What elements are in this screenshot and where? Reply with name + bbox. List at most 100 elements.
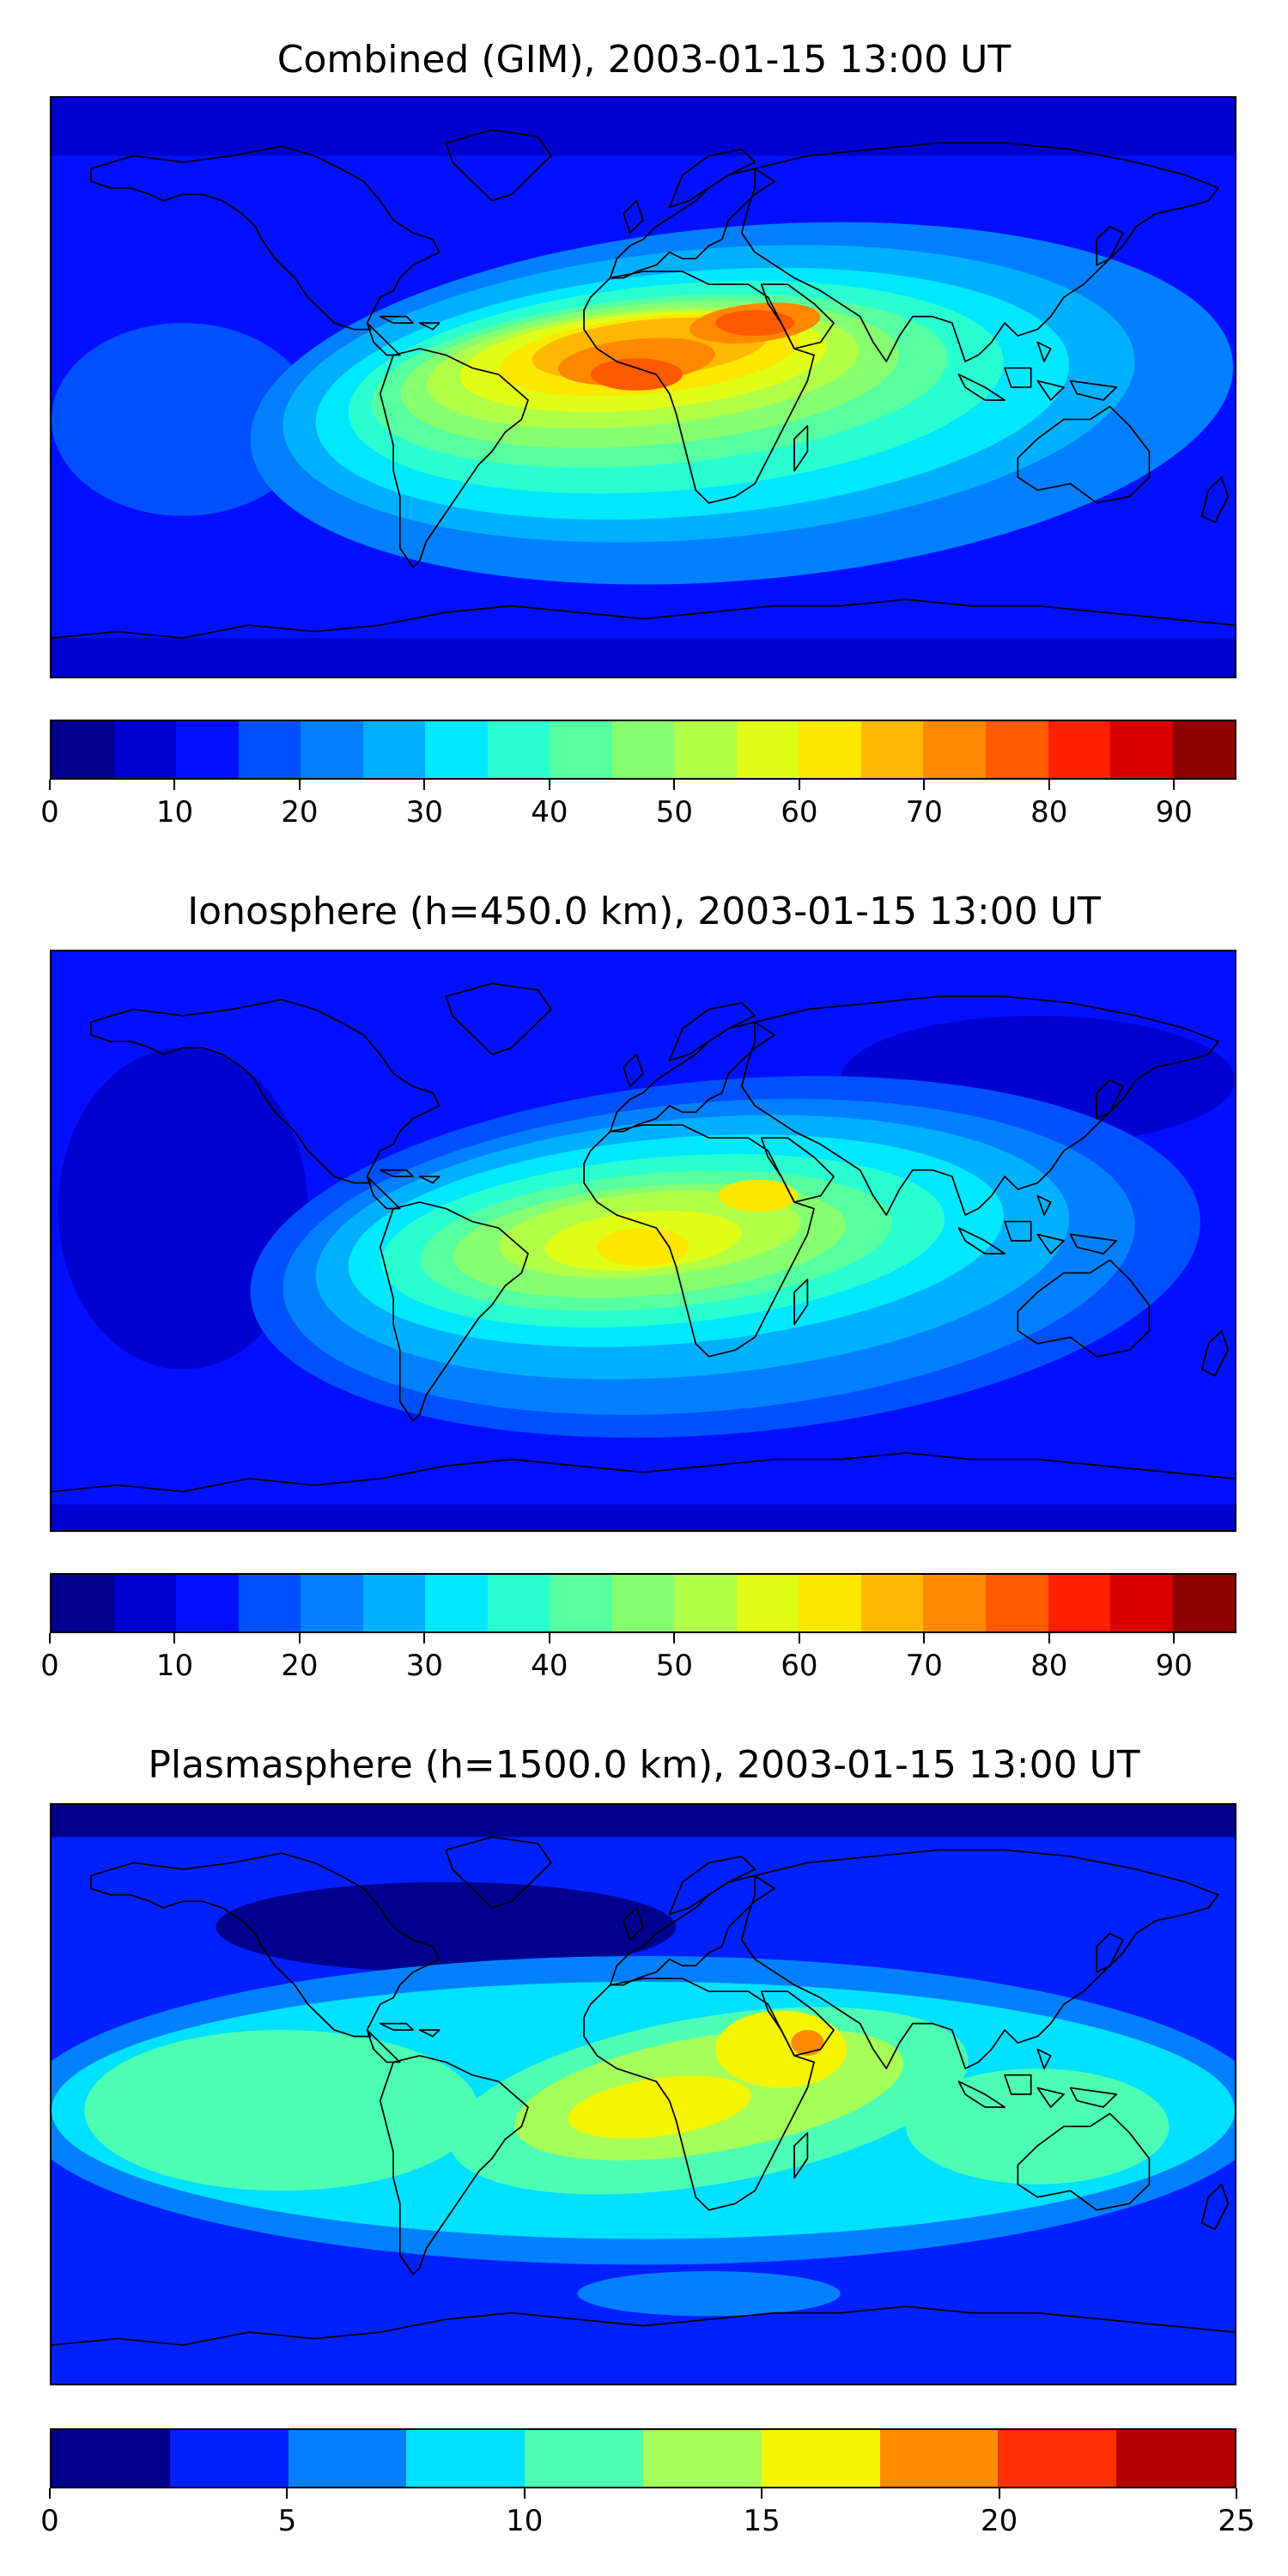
map-plasmasphere bbox=[50, 1803, 1236, 2385]
colorbar-bin bbox=[860, 1575, 924, 1631]
colorbar-bin bbox=[985, 1575, 1048, 1631]
tec-contour-band bbox=[590, 358, 683, 391]
colorbar-bin bbox=[487, 721, 550, 778]
tec-contour-band bbox=[84, 2030, 479, 2191]
tec-contour-band bbox=[906, 2069, 1170, 2184]
colorbar-plasmasphere bbox=[50, 2428, 1236, 2488]
colorbar-bin bbox=[642, 2430, 762, 2487]
tec-contour-map-combined bbox=[52, 98, 1235, 677]
colorbar-tick-label: 60 bbox=[781, 1649, 818, 1683]
colorbar-tick-label: 50 bbox=[655, 795, 693, 829]
colorbar-tick-label: 70 bbox=[905, 795, 943, 829]
colorbar-tick-label: 90 bbox=[1155, 795, 1193, 829]
tec-contour-band bbox=[719, 1179, 798, 1212]
colorbar-bin bbox=[113, 1575, 177, 1631]
tec-contour-band bbox=[597, 1228, 690, 1267]
colorbar-tick-label: 50 bbox=[655, 1649, 693, 1683]
colorbar-bin bbox=[238, 1575, 301, 1631]
colorbar-bin bbox=[736, 1575, 799, 1631]
colorbar-tick-label: 20 bbox=[281, 1649, 319, 1683]
colorbar-tick-label: 0 bbox=[40, 2504, 59, 2538]
colorbar-bin bbox=[406, 2430, 526, 2487]
tec-contour-band bbox=[52, 1504, 1235, 1530]
colorbar-tick-label: 80 bbox=[1030, 795, 1068, 829]
colorbar-bin bbox=[301, 721, 363, 778]
tec-contour-band bbox=[216, 1881, 677, 1972]
tec-contour-band bbox=[52, 323, 315, 516]
colorbar-bin bbox=[113, 721, 177, 778]
colorbar-bin bbox=[761, 2430, 880, 2487]
colorbar-tick-label: 0 bbox=[40, 795, 59, 829]
colorbar-bin bbox=[550, 721, 612, 778]
colorbar-bin bbox=[288, 2430, 407, 2487]
colorbar-tick-label: 60 bbox=[781, 795, 818, 829]
colorbar-bin bbox=[1048, 1575, 1111, 1631]
colorbar-tick-label: 15 bbox=[743, 2504, 781, 2538]
colorbar-bin bbox=[525, 2430, 643, 2487]
map-combined bbox=[50, 96, 1236, 678]
colorbar-tick-label: 70 bbox=[905, 1649, 943, 1683]
colorbar-bin bbox=[1048, 721, 1111, 778]
colorbar-bin bbox=[362, 721, 426, 778]
tec-contour-band bbox=[577, 2270, 841, 2317]
panel-title-combined: Combined (GIM), 2003-01-15 13:00 UT bbox=[276, 38, 1012, 82]
tec-contour-band bbox=[52, 98, 1235, 156]
colorbar-combined bbox=[50, 720, 1236, 780]
colorbar-bin bbox=[799, 1575, 861, 1631]
colorbar-bin bbox=[176, 721, 239, 778]
colorbar-bin bbox=[425, 1575, 488, 1631]
colorbar-tick-label: 80 bbox=[1030, 1649, 1068, 1683]
colorbar-bin bbox=[301, 1575, 363, 1631]
colorbar-tick-label: 10 bbox=[155, 1649, 194, 1683]
colorbar-bin bbox=[860, 721, 924, 778]
colorbar-bin bbox=[550, 1575, 612, 1631]
colorbar-bin bbox=[923, 721, 986, 778]
tec-contour-band bbox=[791, 2030, 824, 2057]
colorbar-tick-label: 20 bbox=[281, 795, 319, 829]
colorbar-ionosphere bbox=[50, 1573, 1236, 1633]
tec-contour-band bbox=[58, 1048, 308, 1370]
colorbar-tick-label: 40 bbox=[531, 795, 568, 829]
colorbar-bin bbox=[611, 721, 675, 778]
colorbar-bin bbox=[1116, 2430, 1235, 2487]
colorbar-bin bbox=[1110, 1575, 1173, 1631]
colorbar-tick-label: 25 bbox=[1218, 2504, 1255, 2538]
colorbar-bin bbox=[52, 721, 114, 778]
colorbar-bin bbox=[923, 1575, 986, 1631]
panel-title-plasmasphere: Plasmasphere (h=1500.0 km), 2003-01-15 1… bbox=[148, 1743, 1140, 1787]
colorbar-tick-label: 10 bbox=[506, 2504, 544, 2538]
colorbar-bin bbox=[674, 1575, 737, 1631]
map-ionosphere bbox=[50, 950, 1236, 1532]
tec-contour-band bbox=[715, 310, 795, 337]
colorbar-tick-label: 20 bbox=[980, 2504, 1018, 2538]
colorbar-bin bbox=[799, 721, 861, 778]
colorbar-bin bbox=[1110, 721, 1173, 778]
colorbar-bin bbox=[1172, 1575, 1236, 1631]
colorbar-bin bbox=[169, 2430, 289, 2487]
colorbar-bin bbox=[879, 2430, 999, 2487]
colorbar-bin bbox=[736, 721, 799, 778]
colorbar-bin bbox=[487, 1575, 550, 1631]
colorbar-bin bbox=[1172, 721, 1236, 778]
colorbar-bin bbox=[238, 721, 301, 778]
colorbar-tick-label: 10 bbox=[155, 795, 194, 829]
colorbar-tick-label: 90 bbox=[1155, 1649, 1193, 1683]
colorbar-tick-label: 30 bbox=[405, 795, 444, 829]
panel-title-ionosphere: Ionosphere (h=450.0 km), 2003-01-15 13:0… bbox=[187, 890, 1101, 933]
colorbar-bin bbox=[674, 721, 737, 778]
tec-contour-band bbox=[52, 638, 1235, 677]
tec-contour-map-ionosphere bbox=[52, 951, 1235, 1530]
colorbar-bin bbox=[985, 721, 1048, 778]
colorbar-tick-label: 30 bbox=[405, 1649, 444, 1683]
colorbar-tick-label: 40 bbox=[531, 1649, 568, 1683]
tec-contour-band bbox=[52, 1805, 1235, 1838]
colorbar-bin bbox=[425, 721, 488, 778]
tec-contour-band bbox=[568, 2075, 751, 2139]
colorbar-bin bbox=[52, 1575, 114, 1631]
colorbar-bin bbox=[176, 1575, 239, 1631]
colorbar-bin bbox=[362, 1575, 426, 1631]
tec-contour-band bbox=[715, 2010, 848, 2088]
colorbar-tick-label: 5 bbox=[277, 2504, 297, 2538]
colorbar-bin bbox=[998, 2430, 1117, 2487]
colorbar-tick-label: 0 bbox=[40, 1649, 59, 1683]
